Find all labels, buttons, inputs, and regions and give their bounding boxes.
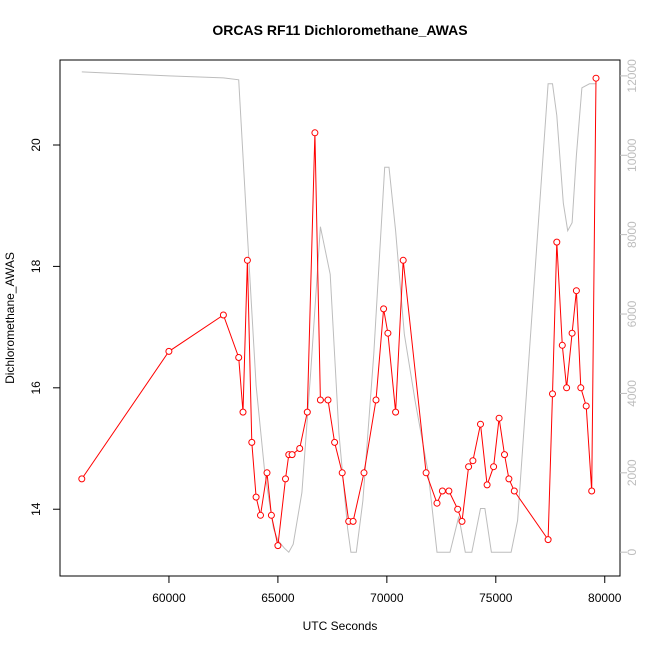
y2-tick-label: 0: [625, 549, 639, 556]
x-tick-label: 70000: [370, 591, 404, 605]
data-point: [469, 457, 477, 465]
y-tick-label: 16: [29, 381, 43, 395]
x-axis-label: UTC Seconds: [303, 619, 378, 633]
data-point: [568, 329, 576, 337]
data-point: [544, 536, 552, 544]
y2-axis: 0 2000 4000 6000 8000 10000 12000: [620, 59, 639, 556]
data-point: [458, 517, 466, 525]
data-point: [324, 396, 332, 404]
data-point: [438, 487, 446, 495]
data-point: [78, 475, 86, 483]
data-point: [392, 408, 400, 416]
data-point: [303, 408, 311, 416]
data-point: [465, 463, 473, 471]
data-point: [288, 451, 296, 459]
data-point: [495, 414, 503, 422]
y2-tick-label: 8000: [625, 221, 639, 248]
data-point: [372, 396, 380, 404]
data-point: [331, 438, 339, 446]
data-point: [501, 451, 508, 459]
data-point: [588, 487, 596, 495]
altitude-line: [81, 71, 596, 553]
plot-frame: [59, 59, 621, 577]
data-point: [243, 256, 251, 264]
data-point: [239, 408, 247, 416]
y2-tick-label: 10000: [625, 138, 639, 172]
data-point: [349, 517, 357, 525]
data-point: [248, 438, 256, 446]
data-point: [422, 469, 430, 477]
data-point: [360, 469, 368, 477]
y2-tick-label: 6000: [625, 300, 639, 327]
y2-tick-label: 2000: [625, 459, 639, 486]
altitude-line-layer: [81, 71, 596, 553]
x-tick-label: 80000: [588, 591, 622, 605]
data-point: [558, 341, 566, 349]
data-point: [165, 347, 173, 355]
y-tick-label: 20: [29, 138, 43, 152]
data-point: [252, 493, 260, 501]
data-point: [257, 511, 264, 519]
y-tick-label: 18: [29, 259, 43, 273]
data-point: [282, 475, 289, 483]
data-point: [399, 256, 407, 264]
dichloromethane-line-layer: [81, 78, 597, 546]
data-point: [582, 402, 590, 410]
data-point: [380, 305, 388, 313]
data-point: [445, 487, 453, 495]
x-tick-label: 75000: [479, 591, 513, 605]
data-point: [553, 238, 561, 246]
data-point: [338, 469, 346, 477]
y-tick-label: 14: [29, 502, 43, 516]
data-point: [316, 396, 324, 404]
data-point: [235, 354, 243, 361]
x-axis: 60000 65000 70000 75000 80000: [152, 576, 622, 605]
chart-title: ORCAS RF11 Dichloromethane_AWAS: [212, 22, 467, 38]
data-point: [505, 475, 513, 483]
y-axis: 14 16 18 20: [29, 138, 60, 516]
data-point: [384, 329, 392, 337]
y2-tick-label: 4000: [625, 380, 639, 407]
data-point: [219, 311, 227, 319]
data-point: [267, 511, 275, 519]
y2-tick-label: 12000: [625, 59, 639, 93]
data-point: [454, 505, 462, 513]
data-point: [510, 487, 518, 495]
y-axis-label: Dichloromethane_AWAS: [3, 252, 17, 384]
dichloromethane-line: [81, 78, 597, 546]
data-point: [311, 129, 319, 137]
data-point: [572, 287, 580, 295]
data-point: [549, 390, 556, 398]
x-tick-label: 65000: [261, 591, 295, 605]
dichloromethane-markers: [78, 74, 600, 550]
data-point: [263, 469, 271, 477]
data-point: [433, 499, 441, 507]
data-point: [296, 445, 304, 452]
data-point: [490, 463, 498, 471]
data-point: [592, 74, 600, 82]
x-tick-label: 60000: [152, 591, 186, 605]
data-point: [483, 481, 491, 489]
data-point: [274, 542, 282, 550]
data-point: [563, 384, 571, 392]
data-point: [477, 420, 484, 428]
data-point: [577, 384, 585, 392]
